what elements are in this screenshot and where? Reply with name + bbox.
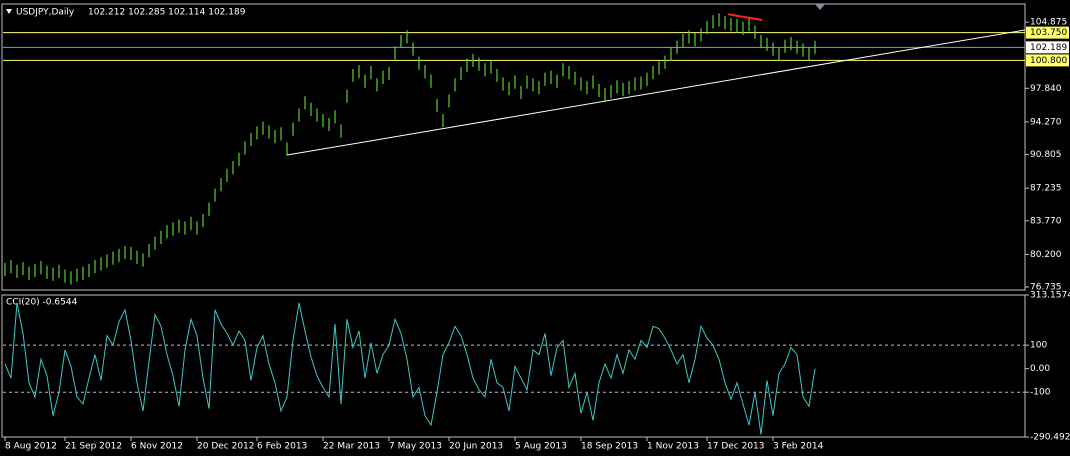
x-tick-label: 20 Dec 2012 bbox=[197, 442, 255, 452]
cci-title: CCI(20) -0.6544 bbox=[6, 298, 78, 308]
y-tick-label: 87.235 bbox=[1030, 184, 1062, 194]
x-tick-label: 18 Sep 2013 bbox=[581, 442, 638, 452]
trendline bbox=[727, 13, 763, 21]
price-label: 100.800 bbox=[1030, 56, 1067, 66]
last-price-box bbox=[1026, 41, 1069, 54]
price-label-box bbox=[1026, 54, 1069, 67]
y-tick-label: 94.270 bbox=[1030, 117, 1062, 127]
x-tick-label: 22 Mar 2013 bbox=[323, 442, 380, 452]
y-tick-label: 76.735 bbox=[1030, 283, 1062, 293]
y-tick-label: 313.1574 bbox=[1030, 291, 1070, 301]
price-label-box bbox=[1026, 26, 1069, 39]
x-tick-label: 7 May 2013 bbox=[389, 442, 442, 452]
y-tick-label: 80.200 bbox=[1030, 250, 1062, 260]
ohlc-readout: 102.212 102.285 102.114 102.189 bbox=[88, 8, 246, 18]
y-tick-label: 90.805 bbox=[1030, 150, 1062, 160]
price-label: 103.750 bbox=[1030, 28, 1067, 38]
x-tick-label: 8 Aug 2012 bbox=[5, 442, 57, 452]
x-tick-label: 5 Aug 2013 bbox=[515, 442, 567, 452]
x-tick-label: 6 Feb 2013 bbox=[257, 442, 307, 452]
x-tick-label: 20 Jun 2013 bbox=[449, 442, 503, 452]
x-tick-label: 17 Dec 2013 bbox=[707, 442, 765, 452]
x-tick-label: 1 Nov 2013 bbox=[647, 442, 699, 452]
x-tick-label: 3 Feb 2014 bbox=[773, 442, 824, 452]
y-tick-label: 0.00 bbox=[1030, 364, 1050, 374]
symbol-title: USDJPY,Daily bbox=[16, 8, 75, 18]
y-tick-label: 97.840 bbox=[1030, 84, 1062, 94]
y-tick-label: -290.4925 bbox=[1030, 433, 1070, 443]
x-tick-label: 21 Sep 2012 bbox=[65, 442, 122, 452]
y-tick-label: 104.875 bbox=[1030, 18, 1067, 28]
y-tick-label: 83.770 bbox=[1030, 216, 1062, 226]
last-price-label: 102.189 bbox=[1030, 43, 1067, 53]
trendline bbox=[286, 29, 1026, 156]
y-tick-label: 100 bbox=[1030, 341, 1047, 351]
price-panel bbox=[1, 3, 1026, 291]
y-tick-label: -100 bbox=[1030, 388, 1051, 398]
menu-arrow bbox=[6, 9, 12, 14]
x-tick-label: 6 Nov 2012 bbox=[131, 442, 183, 452]
shift-marker bbox=[815, 4, 825, 10]
cci-line bbox=[4, 302, 816, 435]
cci-panel bbox=[1, 294, 1026, 438]
